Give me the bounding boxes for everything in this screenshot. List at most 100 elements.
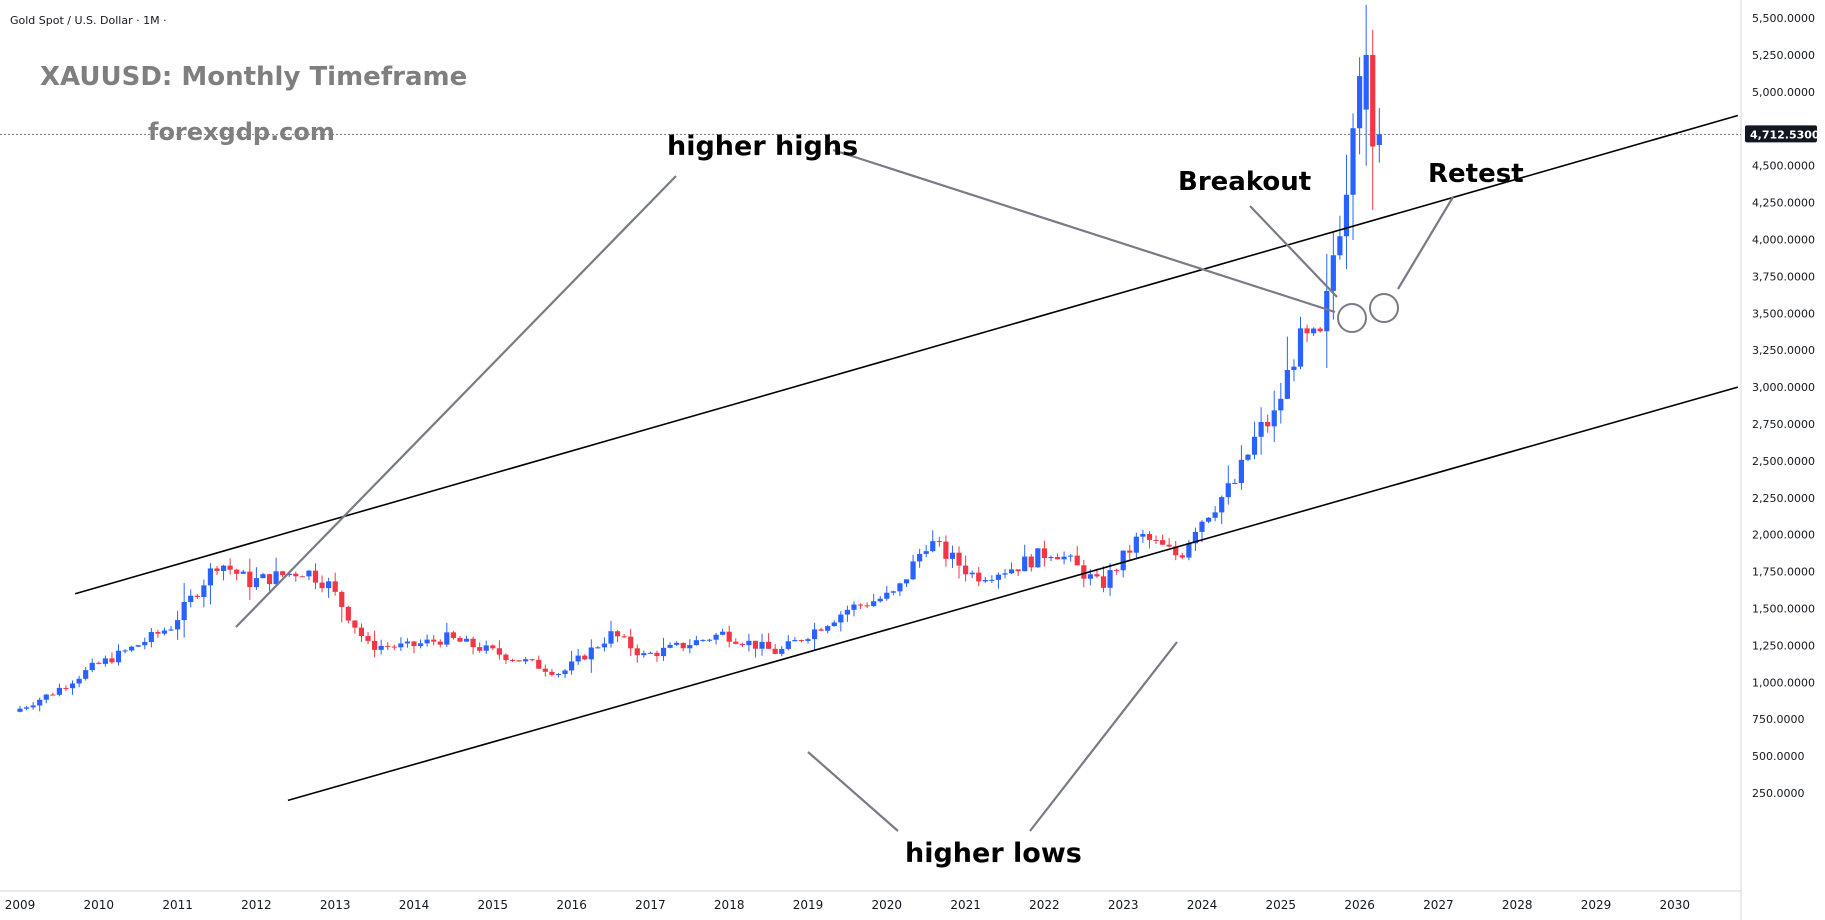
candle bbox=[181, 583, 187, 638]
candle bbox=[417, 639, 424, 649]
candle bbox=[706, 638, 713, 642]
time-axis[interactable]: 2009 2010 2011 2012 2013 2014 2015 2016 2017 2018… bbox=[5, 898, 1690, 912]
candle bbox=[247, 558, 253, 600]
candle bbox=[805, 637, 811, 644]
upper-trendline[interactable] bbox=[74, 114, 1739, 595]
price-tick-label: 2,000.0000 bbox=[1752, 529, 1815, 542]
candle bbox=[1357, 57, 1363, 155]
candle bbox=[1376, 108, 1382, 163]
candle bbox=[516, 660, 522, 662]
candle bbox=[1291, 359, 1297, 382]
price-axis[interactable]: 6,000.00005,750.00005,500.00005,250.0000… bbox=[1752, 0, 1815, 800]
lower-trendline[interactable] bbox=[287, 386, 1739, 802]
candle bbox=[1271, 390, 1277, 443]
candle bbox=[1054, 553, 1061, 560]
candle bbox=[647, 651, 653, 654]
candle bbox=[562, 669, 568, 678]
candle bbox=[641, 650, 647, 658]
candle bbox=[188, 589, 194, 608]
candle bbox=[523, 656, 529, 665]
candle bbox=[969, 570, 975, 579]
candle bbox=[733, 638, 739, 645]
candle bbox=[1304, 324, 1310, 343]
candle bbox=[1192, 527, 1199, 551]
price-tick-label: 2,500.0000 bbox=[1752, 455, 1815, 468]
candle bbox=[575, 648, 581, 665]
candle bbox=[234, 568, 240, 581]
plot-area[interactable] bbox=[0, 0, 1740, 892]
candle bbox=[936, 536, 942, 547]
candle bbox=[220, 564, 227, 581]
candle bbox=[963, 555, 969, 582]
candle bbox=[365, 631, 371, 645]
price-tick-label: 3,000.0000 bbox=[1752, 381, 1815, 394]
candle bbox=[1324, 253, 1330, 368]
candle bbox=[595, 646, 601, 649]
price-tick-label: 4,250.0000 bbox=[1752, 197, 1815, 210]
price-tick-label: 4,500.0000 bbox=[1752, 160, 1815, 173]
candle bbox=[260, 572, 266, 579]
candle bbox=[194, 593, 200, 599]
candle bbox=[746, 633, 752, 652]
candle bbox=[175, 610, 181, 640]
candle bbox=[864, 602, 870, 609]
candle bbox=[1225, 465, 1231, 505]
candle bbox=[463, 635, 470, 642]
price-tick-label: 2,250.0000 bbox=[1752, 492, 1815, 505]
candle bbox=[772, 644, 778, 655]
candle bbox=[1245, 453, 1251, 462]
candle bbox=[273, 557, 279, 587]
last-price-tag-text: 4,712.5300 bbox=[1750, 128, 1820, 141]
candle bbox=[378, 639, 384, 655]
candle bbox=[851, 601, 857, 617]
higher-lows-pointer-right bbox=[1029, 641, 1178, 832]
candle bbox=[509, 658, 516, 662]
candle bbox=[1238, 445, 1244, 490]
candle bbox=[142, 637, 148, 650]
candle bbox=[135, 644, 141, 647]
candle bbox=[30, 701, 36, 710]
candle bbox=[1258, 407, 1264, 455]
time-tick-label: 2016 bbox=[556, 898, 587, 912]
candle bbox=[1015, 569, 1021, 576]
candle bbox=[1337, 215, 1343, 260]
candle bbox=[326, 577, 332, 598]
candle bbox=[680, 642, 686, 652]
candle bbox=[1140, 529, 1146, 543]
candle bbox=[844, 605, 850, 622]
time-tick-label: 2025 bbox=[1266, 898, 1297, 912]
candle bbox=[555, 673, 562, 678]
candle bbox=[549, 668, 555, 677]
price-tick-label: 5,000.0000 bbox=[1752, 86, 1815, 99]
candle bbox=[759, 633, 765, 656]
candle bbox=[687, 639, 693, 654]
time-tick-label: 2015 bbox=[478, 898, 509, 912]
higher-highs-pointer-right bbox=[832, 148, 1336, 314]
candle bbox=[240, 569, 246, 574]
candle bbox=[529, 658, 535, 662]
time-tick-label: 2018 bbox=[714, 898, 745, 912]
candle bbox=[628, 629, 634, 657]
candle bbox=[588, 639, 594, 673]
candle bbox=[1061, 551, 1067, 565]
candle bbox=[982, 576, 988, 583]
candle bbox=[1022, 544, 1028, 572]
watermark-title: XAUUSD: Monthly Timeframe bbox=[40, 62, 467, 92]
candle bbox=[109, 652, 115, 664]
candle bbox=[608, 620, 614, 648]
candle bbox=[798, 639, 805, 643]
price-tick-label: 5,500.0000 bbox=[1752, 12, 1815, 25]
candle bbox=[1127, 544, 1133, 560]
candle bbox=[129, 645, 135, 652]
candle bbox=[910, 554, 916, 580]
candle bbox=[496, 640, 502, 660]
candle bbox=[943, 535, 949, 567]
higher-highs-pointer-left bbox=[235, 175, 677, 628]
candle bbox=[621, 634, 627, 638]
candle bbox=[1028, 553, 1034, 572]
time-tick-label: 2011 bbox=[162, 898, 193, 912]
candle bbox=[634, 644, 640, 663]
candle bbox=[831, 620, 837, 627]
